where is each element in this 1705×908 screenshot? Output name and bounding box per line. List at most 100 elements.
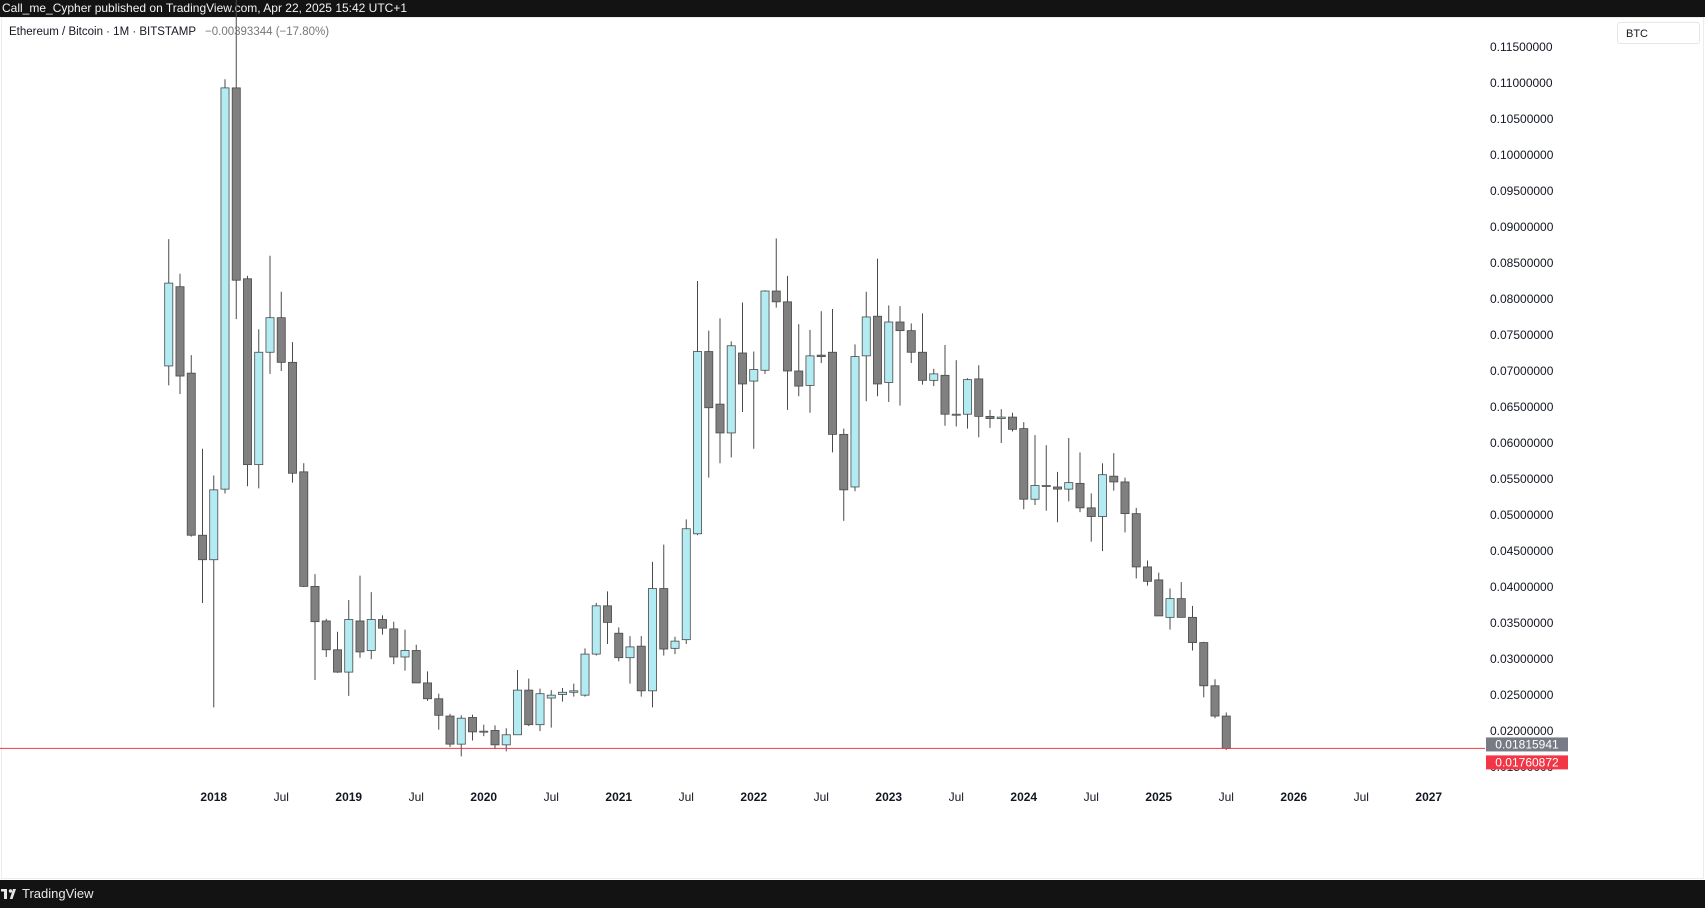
symbol-legend[interactable]: Ethereum / Bitcoin · 1M · BITSTAMP −0.00… <box>9 26 329 38</box>
candle[interactable] <box>198 448 207 603</box>
candle[interactable] <box>321 618 331 657</box>
candle[interactable] <box>276 291 286 371</box>
candle[interactable] <box>1075 452 1085 513</box>
candle[interactable] <box>366 592 376 660</box>
candle[interactable] <box>558 687 567 702</box>
candle[interactable] <box>895 306 905 406</box>
candle[interactable] <box>1019 422 1029 510</box>
candle[interactable] <box>591 602 601 656</box>
candle[interactable] <box>1053 471 1062 523</box>
candle[interactable] <box>861 291 871 402</box>
candle[interactable] <box>783 275 792 410</box>
candle[interactable] <box>344 600 354 696</box>
candle[interactable] <box>726 341 736 458</box>
candle[interactable] <box>254 329 264 489</box>
candle[interactable] <box>333 631 342 673</box>
candle[interactable] <box>468 714 477 741</box>
candle[interactable] <box>828 309 837 453</box>
candle[interactable] <box>1008 412 1017 432</box>
candle[interactable] <box>513 669 522 736</box>
candle[interactable] <box>400 629 410 671</box>
candle[interactable] <box>445 713 455 748</box>
time-scale[interactable]: 2018 Jul 2019 Jul 2020 Jul 2021 Jul 2022 Jul 2023 J… <box>200 790 1442 804</box>
candle[interactable] <box>884 305 894 402</box>
candle[interactable] <box>1041 445 1051 511</box>
candle[interactable] <box>873 258 882 397</box>
candle[interactable] <box>805 329 815 413</box>
candle[interactable] <box>625 636 635 684</box>
candle[interactable] <box>535 688 545 732</box>
candle[interactable] <box>951 360 961 427</box>
candle[interactable] <box>1176 582 1186 618</box>
candle[interactable] <box>1030 435 1040 505</box>
candle[interactable] <box>603 591 612 645</box>
candle[interactable] <box>355 575 365 658</box>
candle[interactable] <box>715 318 725 464</box>
currency-badge[interactable]: BTC <box>1617 22 1700 44</box>
candle[interactable] <box>1154 572 1164 617</box>
candle[interactable] <box>1221 712 1231 750</box>
candle[interactable] <box>648 561 657 708</box>
candle[interactable] <box>524 678 534 727</box>
candle[interactable] <box>738 302 747 413</box>
candle[interactable] <box>1210 679 1220 719</box>
candle[interactable] <box>423 671 432 701</box>
candle[interactable] <box>186 355 196 537</box>
candle[interactable] <box>1064 437 1074 502</box>
candle[interactable] <box>963 378 972 429</box>
candle[interactable] <box>288 342 297 483</box>
candle[interactable] <box>411 644 421 684</box>
candle[interactable] <box>681 519 691 645</box>
candle[interactable] <box>929 368 939 387</box>
candle[interactable] <box>771 238 781 308</box>
candle[interactable] <box>693 280 702 536</box>
candle[interactable] <box>985 409 995 428</box>
candle[interactable] <box>794 324 804 397</box>
candle[interactable] <box>310 574 320 681</box>
candle[interactable] <box>231 0 241 320</box>
candle[interactable] <box>175 273 185 395</box>
candle[interactable] <box>1131 507 1141 579</box>
candle[interactable] <box>265 255 275 374</box>
candle[interactable] <box>220 79 230 494</box>
candle[interactable] <box>378 615 387 635</box>
candle[interactable] <box>456 715 466 757</box>
candle[interactable] <box>996 409 1006 444</box>
candle[interactable] <box>1199 641 1209 698</box>
candle[interactable] <box>1143 560 1152 586</box>
candle[interactable] <box>760 290 770 374</box>
candle[interactable] <box>1120 477 1130 533</box>
candle[interactable] <box>1109 453 1119 491</box>
candle[interactable] <box>434 693 444 730</box>
candle[interactable] <box>501 728 511 752</box>
candle[interactable] <box>389 621 399 665</box>
candle[interactable] <box>1086 493 1096 542</box>
candle[interactable] <box>164 239 174 386</box>
price-scale[interactable]: 0.11500000 0.11000000 0.10500000 0.10000000… <box>1490 40 1554 774</box>
candle[interactable] <box>1165 588 1175 630</box>
candle[interactable] <box>659 544 669 656</box>
candle[interactable] <box>1098 463 1107 552</box>
candle[interactable] <box>580 648 590 697</box>
candle[interactable] <box>816 311 826 364</box>
candle[interactable] <box>906 323 916 364</box>
candle[interactable] <box>209 475 219 708</box>
candle[interactable] <box>569 683 579 697</box>
candle[interactable] <box>1188 605 1197 651</box>
candle[interactable] <box>749 351 759 449</box>
candle[interactable] <box>940 345 950 426</box>
candle[interactable] <box>850 344 860 492</box>
candle[interactable] <box>839 428 849 521</box>
candle[interactable] <box>918 313 927 385</box>
candle[interactable] <box>614 627 624 662</box>
candle[interactable] <box>670 636 680 655</box>
candle[interactable] <box>546 690 556 728</box>
candle[interactable] <box>974 365 984 438</box>
candle[interactable] <box>636 636 646 697</box>
candle[interactable] <box>479 724 489 737</box>
candle[interactable] <box>704 330 714 478</box>
candle[interactable] <box>299 463 309 588</box>
candle[interactable] <box>243 275 252 487</box>
candle[interactable] <box>490 725 500 750</box>
